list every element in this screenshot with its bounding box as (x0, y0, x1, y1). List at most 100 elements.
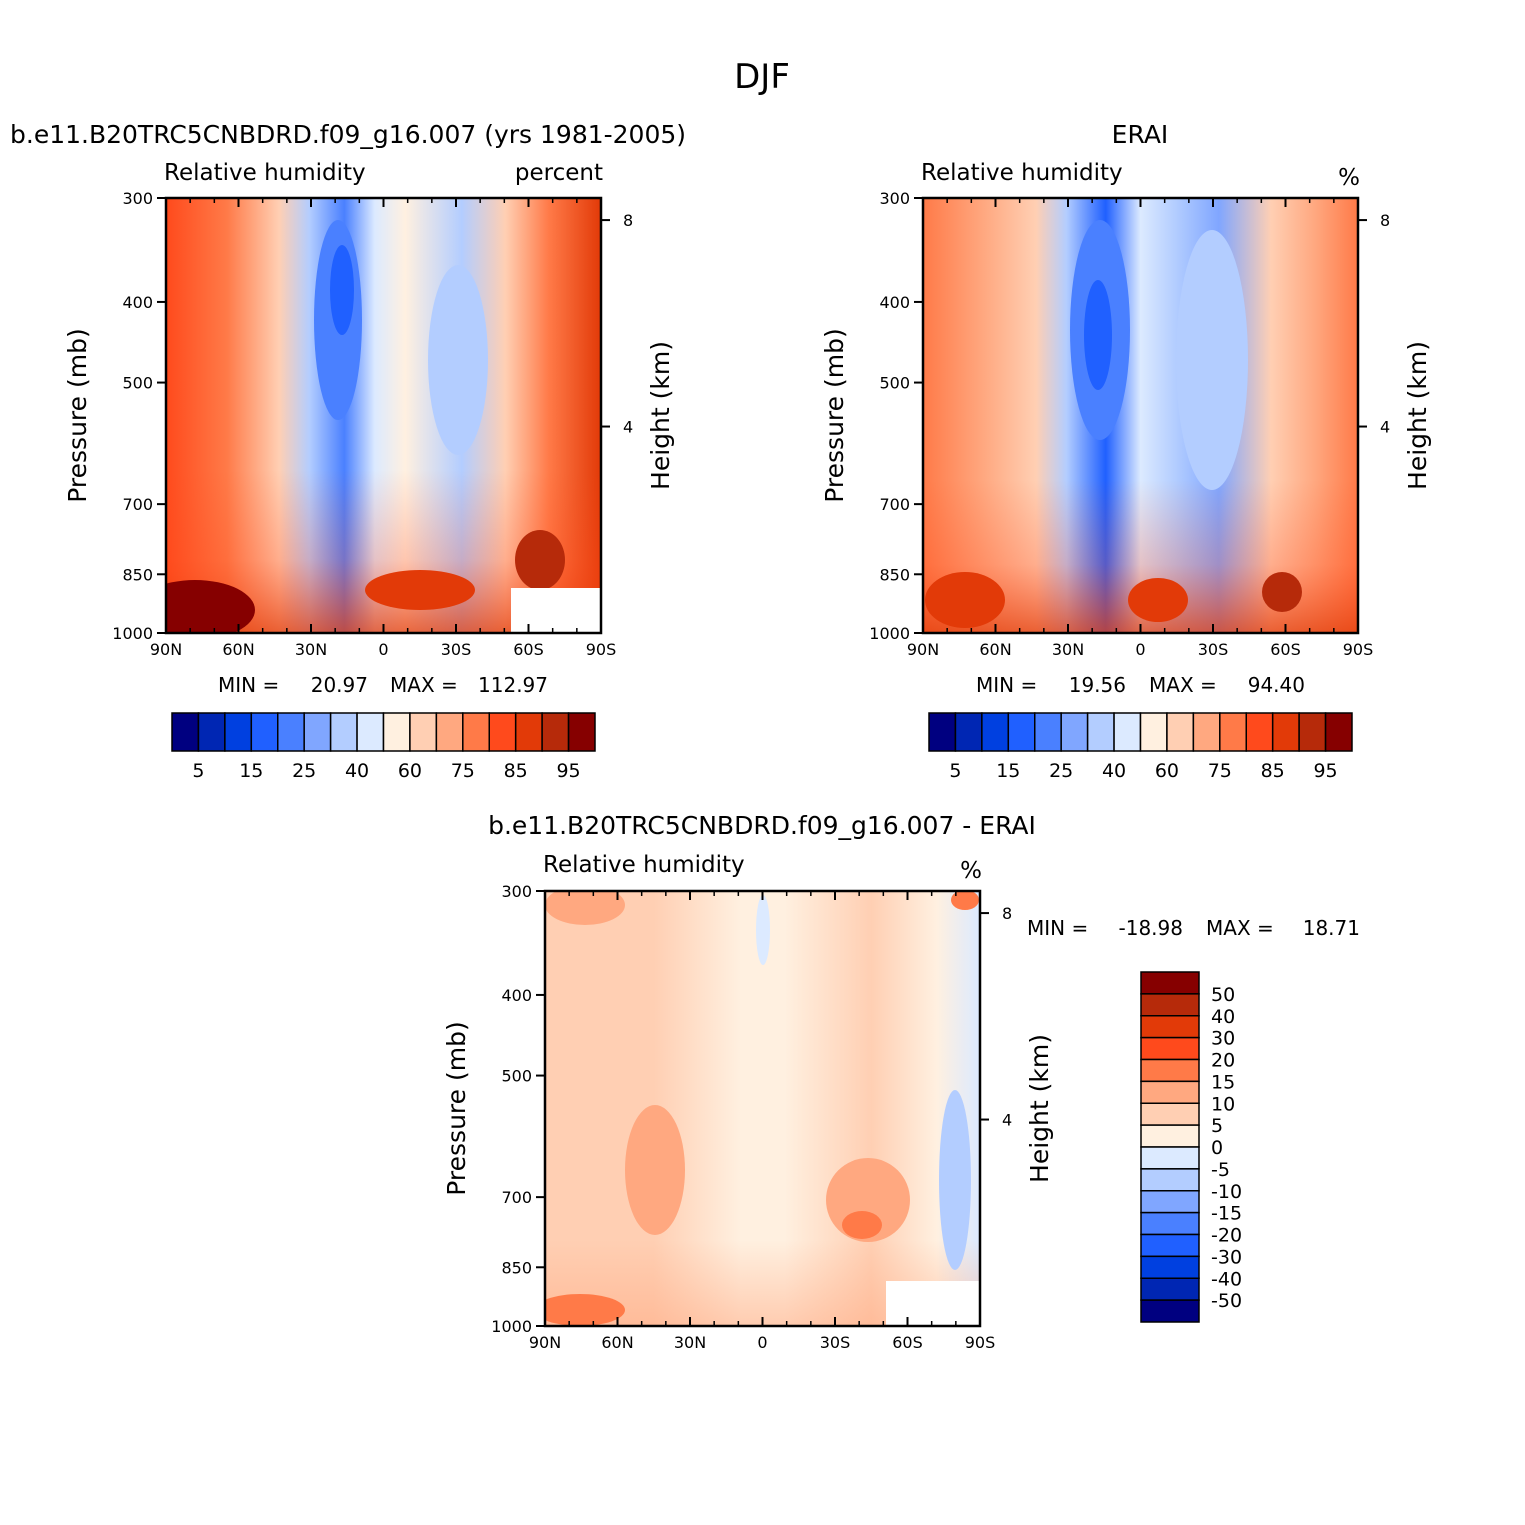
panel-diff-title: b.e11.B20TRC5CNBDRD.f09_g16.007 - ERAI (488, 811, 1036, 840)
y-tick-label: 500 (122, 374, 153, 393)
y2-tick-label: 8 (1002, 904, 1012, 923)
obs-max-value: 94.40 (1248, 673, 1305, 697)
colorbar-label: 5 (949, 760, 961, 782)
y-tick-label: 850 (879, 565, 910, 584)
diff-warm-top-left (545, 891, 625, 925)
colorbar-label: 40 (1102, 760, 1126, 782)
colorbar-swatch (1271, 712, 1300, 752)
y2-tick-label: 4 (1002, 1111, 1012, 1130)
colorbar-swatch (1086, 712, 1115, 752)
y-axis-title: Pressure (mb) (63, 328, 92, 502)
colorbar-swatch (1060, 712, 1089, 752)
colorbar-label: 75 (451, 760, 475, 782)
colorbar-swatch (1113, 712, 1142, 752)
x-tick-label: 30S (1198, 640, 1229, 659)
y-tick-label: 850 (501, 1258, 532, 1277)
colorbar-swatch (928, 712, 957, 752)
y-tick-label: 300 (122, 189, 153, 208)
colorbar-label: 75 (1208, 760, 1232, 782)
diff-cool-equator (756, 895, 770, 965)
y-tick-label: 700 (501, 1188, 532, 1207)
x-tick-label: 60S (513, 640, 544, 659)
panel-model-left-label: Relative humidity (164, 160, 366, 186)
colorbar-swatch (462, 712, 490, 752)
y-axis-title: Pressure (mb) (820, 328, 849, 502)
colorbar-swatch (1140, 1299, 1200, 1323)
x-tick-label: 60N (979, 640, 1011, 659)
model-moist-south (515, 530, 565, 590)
colorbar-swatch (171, 712, 200, 752)
colorbar-label: 20 (1211, 1050, 1235, 1072)
y-tick-label: 300 (501, 882, 532, 901)
colorbar-swatch (197, 712, 226, 752)
colorbar-swatch (1140, 1036, 1200, 1061)
colorbar-label: 85 (1261, 760, 1285, 782)
colorbar-swatch (954, 712, 983, 752)
colorbar-label: -5 (1211, 1159, 1230, 1181)
y-tick-label: 300 (879, 189, 910, 208)
x-tick-label: 30N (1052, 640, 1084, 659)
model-missing-region (511, 588, 601, 633)
x-tick-label: 60N (601, 1333, 633, 1352)
y-tick-label: 850 (122, 565, 153, 584)
panel-diff-left-label: Relative humidity (543, 852, 745, 878)
colorbar-label: -40 (1211, 1268, 1242, 1290)
diff-min-label: MIN = (1027, 916, 1088, 940)
y-tick-label: 700 (879, 495, 910, 514)
colorbar-swatch (1140, 1277, 1200, 1301)
colorbar-label: 15 (239, 760, 263, 782)
colorbar-swatch (1140, 1168, 1200, 1192)
x-tick-label: 30N (295, 640, 327, 659)
y-tick-label: 400 (501, 986, 532, 1005)
colorbar-label: 85 (504, 760, 528, 782)
panel-obs-right-label: % (1338, 165, 1360, 191)
colorbar-swatch (250, 712, 279, 752)
model-blue-core-south (428, 265, 488, 455)
panel-obs-field (923, 198, 1358, 633)
colorbar-swatch (1140, 971, 1200, 995)
obs-blue-inner-north (1084, 280, 1112, 390)
colorbar-label: 30 (1211, 1028, 1235, 1050)
colorbar-swatch (1140, 1255, 1200, 1279)
colorbar-swatch (356, 712, 385, 752)
colorbar-swatch (1140, 1233, 1200, 1258)
model-max-label: MAX = (390, 673, 458, 697)
obs-moist-south (1262, 572, 1302, 612)
colorbar-label: -15 (1211, 1203, 1242, 1225)
panel-model-field (166, 198, 601, 633)
colorbar-label: -10 (1211, 1181, 1242, 1203)
obs-min-value: 19.56 (1069, 673, 1126, 697)
panel-diff-right-label: % (960, 858, 982, 884)
model-moist-tropics (365, 570, 475, 610)
colorbar-label: 5 (1211, 1115, 1223, 1137)
x-tick-label: 60N (222, 640, 254, 659)
y2-axis-title: Height (km) (1025, 1034, 1054, 1183)
colorbar-swatch (1140, 1211, 1200, 1236)
x-tick-label: 0 (378, 640, 388, 659)
colorbar-swatch (435, 712, 464, 752)
panel-diff-field (545, 891, 980, 1326)
obs-moist-tropics (1128, 578, 1188, 622)
diff-min-value: -18.98 (1119, 916, 1183, 940)
x-tick-label: 90N (907, 640, 939, 659)
y-tick-label: 400 (879, 293, 910, 312)
colorbar-swatch (1245, 712, 1274, 752)
diff-warm-top-right (951, 891, 979, 910)
colorbar-label: 25 (292, 760, 316, 782)
y-axis-title: Pressure (mb) (442, 1021, 471, 1195)
y2-axis-title: Height (km) (646, 341, 675, 490)
panel-model-axes: 90N 60N 30N 0 30S 60S 90S 300 400 500 700 850 1000 8 4… (63, 189, 675, 659)
panel-model: b.e11.B20TRC5CNBDRD.f09_g16.007 (yrs 198… (10, 120, 686, 782)
colorbar-swatch (541, 712, 570, 752)
model-max-value: 112.97 (478, 673, 548, 697)
diff-max-label: MAX = (1206, 916, 1274, 940)
y2-tick-label: 4 (623, 418, 633, 437)
diff-warm-southern-core (842, 1211, 882, 1239)
obs-moist-north-pole (925, 572, 1005, 628)
colorbar-swatch (1166, 712, 1195, 752)
figure-title: DJF (734, 57, 790, 97)
diff-missing-region (886, 1281, 980, 1326)
model-moist-north-pole (166, 580, 255, 633)
diff-cool-south-pole (939, 1090, 971, 1270)
x-tick-label: 30N (674, 1333, 706, 1352)
